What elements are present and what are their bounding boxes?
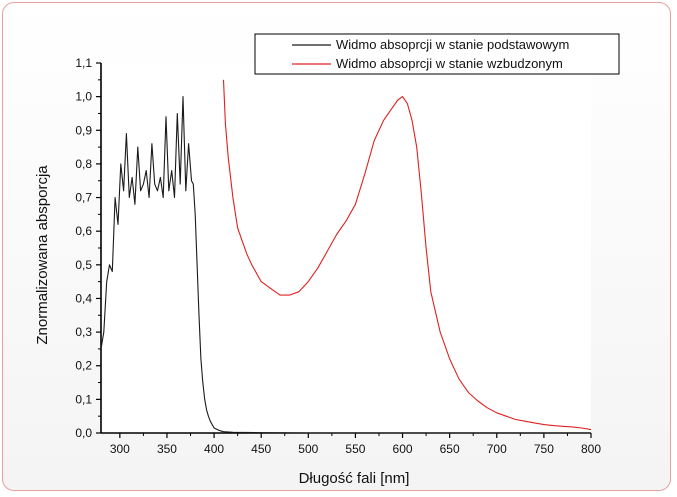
y-tick-label: 1,1 (75, 56, 92, 70)
x-axis-title: Długość fali [nm] (299, 470, 410, 487)
x-tick-label: 650 (440, 442, 460, 456)
x-tick-label: 600 (393, 442, 413, 456)
x-tick-label: 800 (581, 442, 601, 456)
y-tick-label: 0,7 (75, 191, 92, 205)
series-line-1 (100, 96, 591, 434)
y-axis-title: Znormalizowana absporcja (34, 165, 51, 345)
plot-area (101, 63, 591, 433)
y-tick-label: 0,6 (75, 224, 92, 238)
y-tick-label: 0,0 (75, 426, 92, 440)
y-tick-label: 0,8 (75, 157, 92, 171)
legend-box (254, 33, 620, 75)
y-tick-label: 0,4 (75, 291, 92, 305)
legend-label: Widmo absoprcji w stanie podstawowym (336, 37, 569, 52)
x-tick-label: 300 (110, 442, 130, 456)
series-line-2 (222, 79, 592, 431)
series-layer (100, 79, 592, 434)
y-tick-label: 0,9 (75, 123, 92, 137)
x-tick-label: 450 (251, 442, 271, 456)
legend: Widmo absoprcji w stanie podstawowym Widm… (254, 33, 620, 75)
x-tick-label: 350 (157, 442, 177, 456)
y-tick-label: 0,5 (75, 258, 92, 272)
x-tick-label: 750 (534, 442, 554, 456)
plot-background (101, 63, 591, 433)
axes: 0,0 0,1 0,2 0,3 0,4 0,5 0,6 0,7 0,8 0,9 1,0 1,1 300 3… (75, 56, 601, 456)
legend-label: Widmo absoprcji w stanie wzbudzonym (336, 56, 563, 71)
x-tick-label: 400 (204, 442, 224, 456)
y-tick-label: 0,1 (75, 392, 92, 406)
x-tick-label: 550 (345, 442, 365, 456)
y-tick-label: 0,2 (75, 359, 92, 373)
x-tick-label: 700 (487, 442, 507, 456)
y-tick-label: 0,3 (75, 325, 92, 339)
y-tick-label: 1,0 (75, 90, 92, 104)
x-tick-label: 500 (298, 442, 318, 456)
